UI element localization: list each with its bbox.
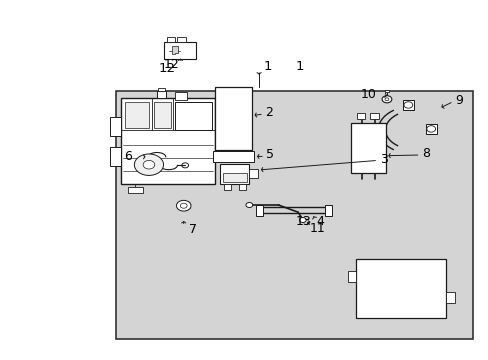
- Bar: [120, 98, 215, 184]
- Bar: [174, 102, 212, 130]
- Bar: [125, 102, 149, 128]
- Text: 7: 7: [188, 223, 196, 236]
- Bar: [110, 147, 120, 166]
- Text: 1: 1: [295, 60, 304, 73]
- Bar: [128, 187, 142, 193]
- Bar: [356, 258, 446, 318]
- Text: 5: 5: [266, 148, 274, 162]
- Circle shape: [245, 203, 252, 207]
- Circle shape: [180, 203, 187, 208]
- Bar: [356, 113, 365, 119]
- Circle shape: [403, 102, 412, 108]
- Bar: [351, 123, 385, 173]
- Bar: [174, 93, 186, 100]
- Bar: [177, 37, 186, 42]
- Bar: [425, 123, 436, 134]
- Bar: [249, 169, 258, 178]
- Bar: [215, 87, 251, 150]
- Bar: [156, 91, 166, 98]
- Circle shape: [381, 96, 391, 103]
- Text: 10: 10: [360, 88, 376, 101]
- Bar: [153, 102, 170, 128]
- Bar: [238, 184, 245, 190]
- Circle shape: [143, 161, 155, 169]
- Text: 4: 4: [316, 215, 324, 228]
- Bar: [347, 271, 356, 282]
- Bar: [175, 102, 203, 128]
- Circle shape: [426, 126, 435, 132]
- Text: 1: 1: [264, 60, 272, 73]
- Bar: [116, 91, 472, 339]
- Polygon shape: [171, 46, 178, 54]
- Bar: [402, 100, 413, 111]
- Bar: [158, 88, 164, 91]
- Text: 2: 2: [265, 106, 273, 120]
- Bar: [212, 151, 254, 162]
- Bar: [220, 164, 249, 184]
- Bar: [222, 173, 246, 182]
- Bar: [256, 205, 263, 216]
- Bar: [224, 184, 231, 190]
- Circle shape: [384, 98, 388, 101]
- Circle shape: [299, 217, 305, 222]
- Bar: [324, 205, 331, 216]
- Circle shape: [176, 201, 191, 211]
- Circle shape: [134, 154, 163, 175]
- Bar: [384, 90, 388, 93]
- Text: 3: 3: [379, 153, 387, 166]
- Text: 11: 11: [309, 222, 325, 235]
- Bar: [369, 113, 378, 119]
- Text: 8: 8: [421, 148, 429, 161]
- Text: 13: 13: [295, 215, 311, 228]
- Bar: [166, 37, 175, 42]
- Text: 12: 12: [163, 58, 179, 71]
- Text: 9: 9: [454, 94, 462, 107]
- Bar: [110, 117, 120, 136]
- Text: 6: 6: [123, 149, 131, 163]
- Text: 12: 12: [158, 62, 175, 75]
- Bar: [446, 292, 454, 303]
- Bar: [164, 42, 196, 59]
